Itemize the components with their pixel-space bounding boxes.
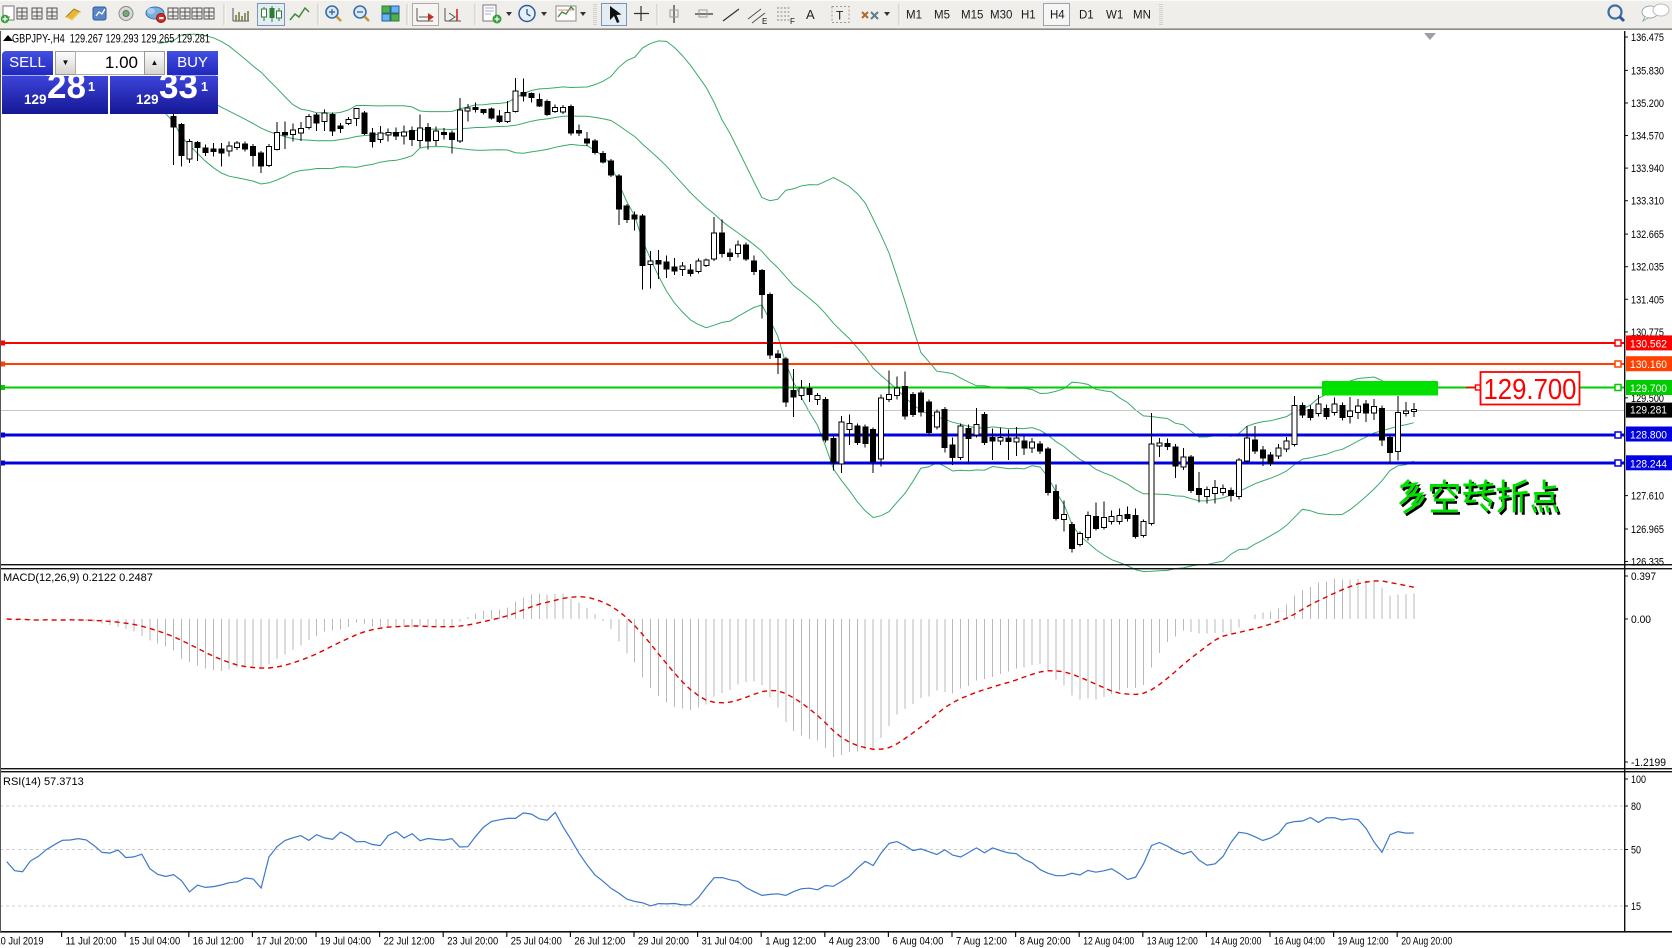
svg-text:H1: H1 (1021, 10, 1036, 22)
svg-text:D1: D1 (1079, 10, 1094, 22)
svg-text:-1.2199: -1.2199 (1631, 757, 1666, 769)
svg-text:25 Jul 04:00: 25 Jul 04:00 (511, 936, 562, 948)
svg-text:M5: M5 (934, 10, 950, 22)
svg-text:4 Aug 23:00: 4 Aug 23:00 (829, 936, 880, 948)
svg-text:7 Aug 12:00: 7 Aug 12:00 (956, 936, 1007, 948)
svg-text:16 Jul 12:00: 16 Jul 12:00 (193, 936, 244, 948)
svg-text:1 Aug 12:00: 1 Aug 12:00 (765, 936, 816, 948)
svg-text:23 Jul 20:00: 23 Jul 20:00 (447, 936, 498, 948)
svg-text:19 Jul 04:00: 19 Jul 04:00 (320, 936, 371, 948)
svg-text:F: F (790, 17, 795, 26)
svg-text:128.244: 128.244 (1630, 458, 1667, 470)
svg-text:8 Aug 20:00: 8 Aug 20:00 (1020, 936, 1071, 948)
svg-text:131.405: 131.405 (1631, 294, 1664, 306)
svg-text:128.800: 128.800 (1630, 430, 1667, 442)
svg-text:133.940: 133.940 (1631, 163, 1664, 175)
svg-text:134.570: 134.570 (1631, 131, 1664, 143)
svg-text:129.281: 129.281 (1630, 405, 1667, 417)
svg-text:15 Jul 04:00: 15 Jul 04:00 (129, 936, 180, 948)
svg-text:13 Aug 12:00: 13 Aug 12:00 (1147, 936, 1198, 948)
svg-text:130.160: 130.160 (1630, 359, 1667, 371)
svg-text:130.562: 130.562 (1630, 338, 1667, 350)
svg-text:12 Aug 04:00: 12 Aug 04:00 (1083, 936, 1134, 948)
svg-text:0.00: 0.00 (1631, 614, 1651, 626)
svg-text:100: 100 (1631, 774, 1646, 786)
svg-text:129.700: 129.700 (1484, 374, 1577, 406)
svg-text:MACD(12,26,9) 0.2122 0.2487: MACD(12,26,9) 0.2122 0.2487 (3, 572, 153, 584)
svg-text:E: E (762, 17, 767, 26)
svg-text:14 Aug 20:00: 14 Aug 20:00 (1210, 936, 1261, 948)
svg-text:133.310: 133.310 (1631, 196, 1664, 208)
svg-text:6 Aug 04:00: 6 Aug 04:00 (892, 936, 943, 948)
svg-text:10 Jul 2019: 10 Jul 2019 (0, 936, 44, 948)
svg-text:A: A (806, 7, 815, 22)
svg-text:M30: M30 (990, 10, 1012, 22)
svg-text:GBPJPY-,H4 129.267 129.293 12: GBPJPY-,H4 129.267 129.293 129.265 129.2… (12, 32, 210, 46)
svg-text:11 Jul 20:00: 11 Jul 20:00 (66, 936, 117, 948)
svg-text:29 Jul 20:00: 29 Jul 20:00 (638, 936, 689, 948)
svg-text:129.700: 129.700 (1630, 383, 1667, 395)
svg-text:135.200: 135.200 (1631, 98, 1664, 110)
svg-text:RSI(14) 57.3713: RSI(14) 57.3713 (3, 776, 84, 788)
svg-text:80: 80 (1631, 801, 1641, 813)
svg-text:129.500: 129.500 (1631, 393, 1664, 405)
svg-text:MN: MN (1133, 10, 1151, 22)
svg-text:126.335: 126.335 (1631, 557, 1664, 569)
svg-text:20 Aug 20:00: 20 Aug 20:00 (1401, 936, 1452, 948)
svg-text:50: 50 (1631, 845, 1641, 857)
svg-text:26 Jul 12:00: 26 Jul 12:00 (574, 936, 625, 948)
svg-text:132.665: 132.665 (1631, 229, 1664, 241)
svg-text:132.035: 132.035 (1631, 262, 1664, 274)
svg-text:31 Jul 04:00: 31 Jul 04:00 (702, 936, 753, 948)
svg-text:127.610: 127.610 (1631, 491, 1664, 503)
svg-text:136.475: 136.475 (1631, 32, 1664, 44)
svg-text:W1: W1 (1106, 10, 1123, 22)
svg-text:16 Aug 04:00: 16 Aug 04:00 (1274, 936, 1325, 948)
svg-text:22 Jul 12:00: 22 Jul 12:00 (384, 936, 435, 948)
svg-text:M15: M15 (961, 10, 983, 22)
svg-text:135.830: 135.830 (1631, 65, 1664, 77)
svg-text:15: 15 (1631, 901, 1641, 913)
svg-text:M1: M1 (906, 10, 922, 22)
svg-text:T: T (836, 9, 844, 23)
svg-text:17 Jul 20:00: 17 Jul 20:00 (256, 936, 307, 948)
svg-text:H4: H4 (1050, 10, 1065, 22)
svg-text:0.397: 0.397 (1631, 571, 1656, 583)
svg-text:126.965: 126.965 (1631, 524, 1664, 536)
svg-text:19 Aug 12:00: 19 Aug 12:00 (1338, 936, 1389, 948)
